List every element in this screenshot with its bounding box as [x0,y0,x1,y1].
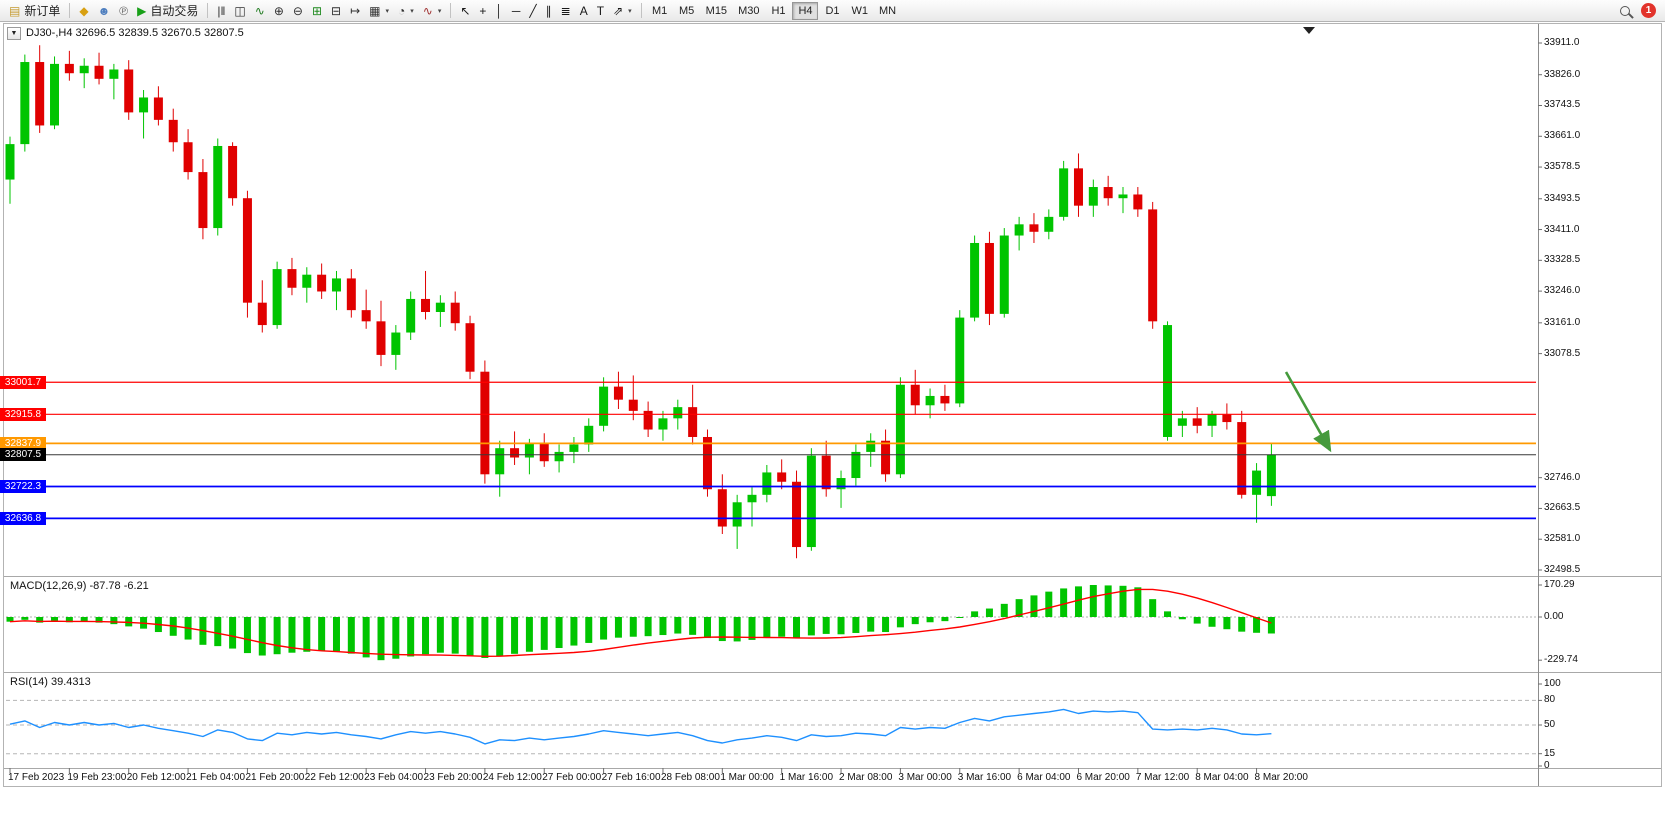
timeframe-h4[interactable]: H4 [792,1,819,20]
channel-icon[interactable]: ∥ [542,1,556,20]
new-order-icon: ▤ [9,3,21,18]
chart-shift-icon[interactable]: ↦ [346,1,364,20]
zoom-out-icon: ⊖ [292,3,303,18]
search-icon[interactable] [1620,5,1630,16]
market-watch-icon: ☻ [97,3,111,18]
new-chart-icon: ▦ [369,3,381,18]
toolbar-separator [450,3,452,18]
timeframe-h1[interactable]: H1 [765,2,791,20]
chart-window-icon[interactable]: ◆ [75,1,92,20]
candlestick-mode-icon: ◫ [234,3,246,18]
market-watch-icon[interactable]: ☻ [94,1,115,20]
dropdown-arrow-icon: ▾ [385,7,389,15]
cursor-icon[interactable]: ↖ [456,1,474,20]
rsi-line [9,708,1272,745]
chart-title: DJ30-,H4 32696.5 32839.5 32670.5 32807.5 [26,27,244,39]
timeframe-d1[interactable]: D1 [819,2,845,20]
metaquotes-community-icon: ℗ [119,3,129,18]
indicators-icon[interactable]: ∿ ▾ [419,1,446,20]
toolbar-separator [640,3,642,18]
one-click-trading-toggle[interactable]: ▼ [7,27,21,40]
tile-windows-icon: ⊞ [311,3,322,18]
cursor-icon: ↖ [460,3,471,18]
candlesticks [5,45,1276,559]
macd-histogram [6,584,1275,661]
candlestick-mode-icon[interactable]: ◫ [230,1,249,20]
crosshair-icon[interactable]: + [475,1,490,20]
horizontal-price-lines[interactable] [6,380,1536,521]
toolbar: ▤ 新订单 ◆ ☻ ℗ ▶ 自动交易 |‖ ◫ ∿ ⊕ ⊖ ⊞ ⊟ ↦ ▦ ▾ ◔ ▾ ∿ ▾ ↖ + │ ─ ╱ ∥ ≣ A T ⇗ ▾ M1… [0,0,1665,22]
indicators-icon: ∿ [422,3,433,18]
zoom-in-icon: ⊕ [273,3,284,18]
toolbar-separator [207,3,209,18]
bar-chart-mode-icon[interactable]: |‖ [213,1,229,20]
period-clock-icon: ◔ [397,3,406,18]
autotrading-button[interactable]: ▶ 自动交易 [133,1,202,20]
tile-windows-icon[interactable]: ⊞ [308,1,326,20]
chart-shift-icon: ↦ [350,3,361,18]
text-icon: A [579,3,588,18]
text-label-icon: T [596,3,605,18]
horizontal-line-icon[interactable]: ─ [508,1,525,20]
timeframe-w1[interactable]: W1 [846,2,873,20]
vertical-line-icon: │ [495,3,503,18]
auto-arrange-icon: ⊟ [331,3,342,18]
new-chart-icon[interactable]: ▦ ▾ [365,1,393,20]
timeframe-m1[interactable]: M1 [647,2,673,20]
metaquotes-community-icon[interactable]: ℗ [115,1,132,20]
line-chart-mode-icon: ∿ [254,3,265,18]
trendline-icon[interactable]: ╱ [525,1,540,20]
new-order-label: 新订单 [24,4,61,18]
autotrading-label: 自动交易 [150,4,199,18]
trendline-icon: ╱ [529,3,537,18]
zoom-out-icon[interactable]: ⊖ [289,1,307,20]
annotation-arrow[interactable] [1284,371,1332,453]
crosshair-icon: + [479,3,487,18]
chart-shift-marker [1303,27,1315,34]
zoom-in-icon[interactable]: ⊕ [270,1,288,20]
timeframe-m5[interactable]: M5 [674,2,700,20]
chart-window-icon: ◆ [79,3,89,18]
fibonacci-icon: ≣ [560,3,571,18]
line-chart-mode-icon[interactable]: ∿ [251,1,269,20]
arrows-icon[interactable]: ⇗ ▾ [609,1,636,20]
timeframe-m30[interactable]: M30 [733,2,764,20]
notification-badge[interactable]: 1 [1641,3,1656,18]
timeframe-m15[interactable]: M15 [701,2,732,20]
toolbar-separator [69,3,71,18]
arrows-icon: ⇗ [613,3,624,18]
period-clock-icon[interactable]: ◔ ▾ [394,1,418,20]
fibonacci-icon[interactable]: ≣ [557,1,575,20]
dropdown-arrow-icon: ▾ [437,7,442,15]
macd-signal-line [9,588,1272,657]
chevron-down-icon: ▼ [10,30,18,37]
timeframe-mn[interactable]: MN [874,2,901,20]
bar-chart-mode-icon: |‖ [217,3,226,18]
auto-arrange-icon[interactable]: ⊟ [327,1,345,20]
new-order-button[interactable]: ▤ 新订单 [5,1,64,20]
macd-indicator-label: MACD(12,26,9) -87.78 -6.21 [10,580,149,592]
vertical-line-icon[interactable]: │ [491,1,507,20]
horizontal-line-icon: ─ [511,3,521,18]
rsi-indicator-label: RSI(14) 39.4313 [10,676,91,688]
dropdown-arrow-icon: ▾ [628,7,632,15]
dropdown-arrow-icon: ▾ [410,7,414,15]
text-label-icon[interactable]: T [593,1,608,20]
text-icon[interactable]: A [576,1,592,20]
channel-icon: ∥ [545,3,552,18]
autotrading-icon: ▶ [137,3,147,18]
